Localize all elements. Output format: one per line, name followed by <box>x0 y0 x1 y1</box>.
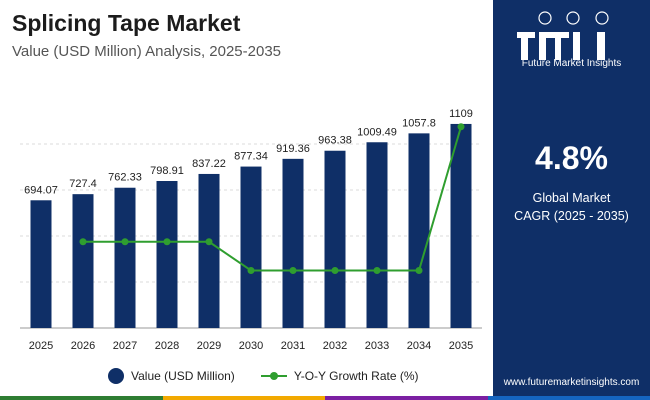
x-tick-label-2034: 2034 <box>407 340 431 352</box>
bar-2034 <box>408 133 430 328</box>
cagr-label-line-2: CAGR (2025 - 2035) <box>514 209 629 223</box>
legend-line-swatch <box>260 372 287 380</box>
website-link[interactable]: www.futuremarketinsights.com <box>503 377 640 388</box>
bar-value-label-2029: 837.22 <box>192 158 226 170</box>
legend-bar-swatch <box>108 368 124 384</box>
x-tick-label-2025: 2025 <box>29 340 53 352</box>
bar-2030 <box>240 166 262 328</box>
legend: Value (USD Million) Y-O-Y Growth Rate (%… <box>108 367 445 385</box>
growth-point-2031 <box>289 267 297 274</box>
stripe-segment-yellow <box>162 396 325 400</box>
growth-point-2030 <box>247 267 255 274</box>
chart-title: Splicing Tape Market <box>12 10 241 36</box>
x-tick-label-2033: 2033 <box>365 340 389 352</box>
side-panel: fmi Future Market Insights 4.8% Global M… <box>493 0 650 396</box>
bar-value-label-2030: 877.34 <box>234 151 268 163</box>
bar-value-label-2028: 798.91 <box>150 165 184 177</box>
bar-value-label-2031: 919.36 <box>276 143 310 155</box>
x-tick-label-2029: 2029 <box>197 340 221 352</box>
bar-value-label-2032: 963.38 <box>318 135 352 147</box>
bottom-color-stripe <box>0 396 650 400</box>
x-tick-label-2032: 2032 <box>323 340 347 352</box>
bar-2033 <box>366 142 388 328</box>
bar-2035 <box>450 123 472 328</box>
cagr-label: Global Market CAGR (2025 - 2035) <box>493 189 650 225</box>
bar-value-label-2034: 1057.8 <box>402 117 436 129</box>
growth-point-2032 <box>331 267 339 274</box>
bar-value-label-2035: 1109 <box>449 108 473 120</box>
growth-point-2029 <box>205 238 213 246</box>
growth-rate-line <box>83 126 462 272</box>
stripe-segment-blue <box>487 396 650 400</box>
legend-bar-label: Value (USD Million) <box>131 369 235 383</box>
bar-value-label-2026: 727.4 <box>69 178 97 190</box>
x-tick-label-2028: 2028 <box>155 340 179 352</box>
bar-2029 <box>198 173 220 328</box>
growth-point-2033 <box>373 267 381 274</box>
bar-2027 <box>114 187 136 328</box>
bar-2025 <box>30 200 52 328</box>
growth-point-2026 <box>79 238 87 246</box>
bar-value-label-2027: 762.33 <box>108 172 142 184</box>
fmi-logo-icon: fmi <box>493 8 609 60</box>
growth-point-2035 <box>457 123 465 131</box>
x-tick-label-2031: 2031 <box>281 340 305 352</box>
bar-value-label-2025: 694.07 <box>24 184 58 196</box>
stripe-segment-purple <box>325 396 488 400</box>
cagr-label-line-1: Global Market <box>532 191 611 205</box>
stripe-segment-green <box>0 396 163 400</box>
bar-value-label-2033: 1009.49 <box>357 126 397 138</box>
bar-2028 <box>156 181 178 328</box>
legend-line-label: Y-O-Y Growth Rate (%) <box>293 369 419 383</box>
logo-company-name: Future Market Insights <box>521 58 622 69</box>
growth-point-2034 <box>415 267 423 274</box>
x-tick-label-2030: 2030 <box>239 340 263 352</box>
logo-text: fmi <box>493 8 495 9</box>
x-tick-label-2035: 2035 <box>449 340 473 352</box>
growth-point-2027 <box>121 238 129 246</box>
bar-2031 <box>282 158 304 328</box>
legend-item-value: Value (USD Million) <box>108 368 235 384</box>
x-tick-label-2026: 2026 <box>71 340 95 352</box>
chart-subtitle: Value (USD Million) Analysis, 2025-2035 <box>12 43 282 60</box>
bar-2026 <box>72 194 94 328</box>
growth-point-2028 <box>163 238 171 246</box>
cagr-value: 4.8% <box>535 140 608 176</box>
legend-item-growth: Y-O-Y Growth Rate (%) <box>260 369 419 383</box>
x-tick-label-2027: 2027 <box>113 340 137 352</box>
bar-2032 <box>324 150 346 328</box>
chart-svg: 694.07 2025 727.4 2026 762.33 2027 798.91 2028 8… <box>20 108 482 352</box>
